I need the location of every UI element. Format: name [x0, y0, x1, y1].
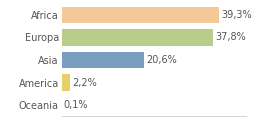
Bar	[62, 74, 71, 91]
Bar	[62, 52, 144, 68]
Text: 20,6%: 20,6%	[146, 55, 177, 65]
Text: 37,8%: 37,8%	[215, 32, 246, 42]
Text: 39,3%: 39,3%	[221, 10, 252, 20]
Text: 0,1%: 0,1%	[64, 100, 88, 110]
Bar	[62, 29, 213, 46]
Text: 2,2%: 2,2%	[72, 78, 97, 88]
Bar	[62, 7, 220, 23]
